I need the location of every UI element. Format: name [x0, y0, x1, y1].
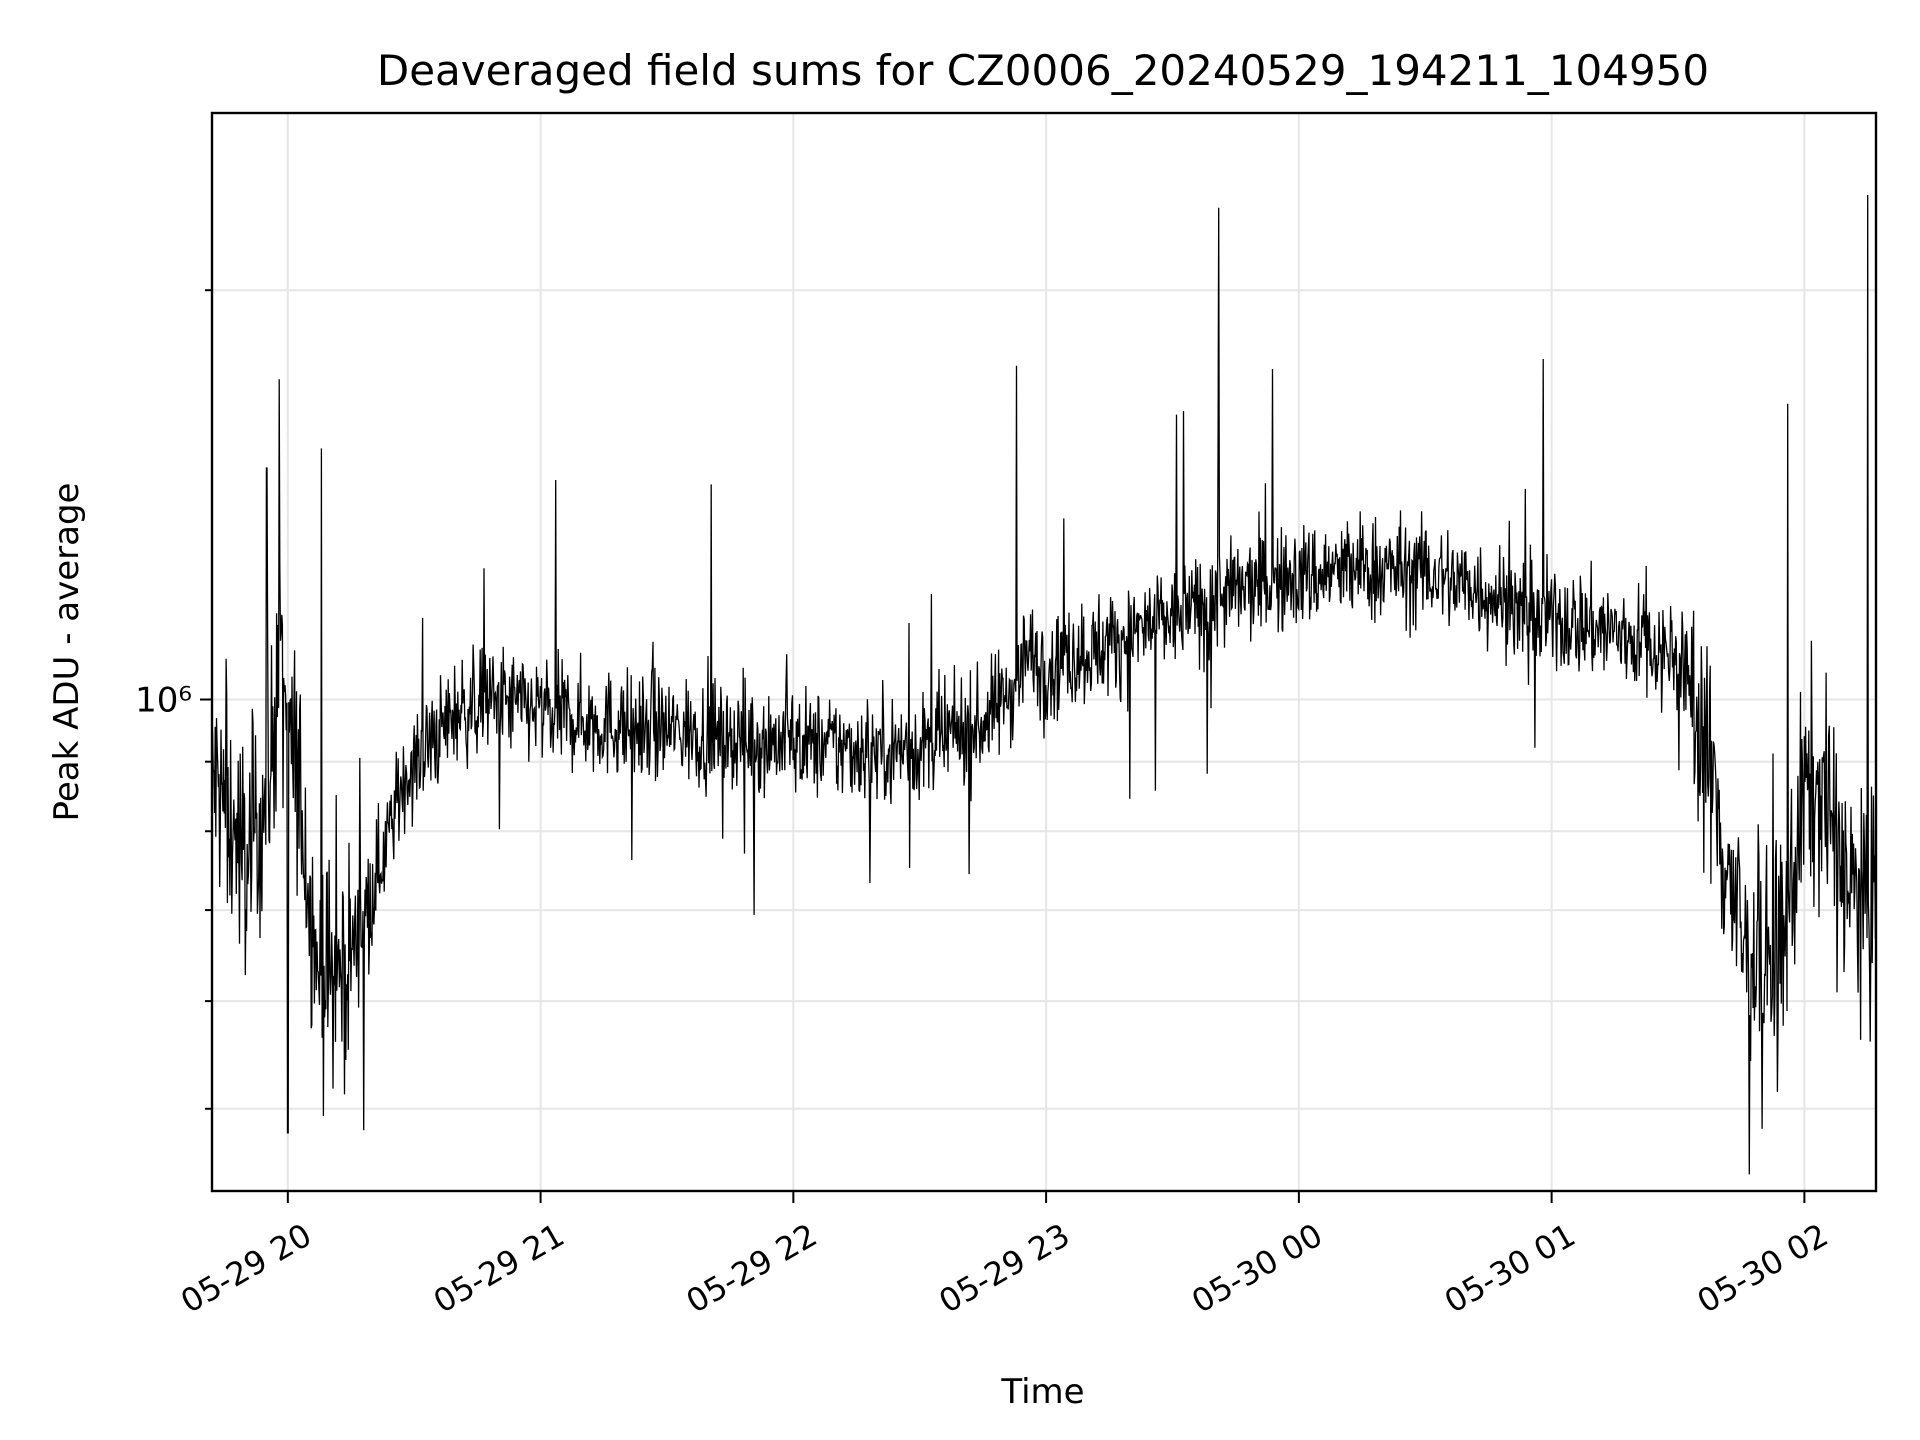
series-line: [211, 194, 1877, 1175]
y-axis-label: Peak ADU - average: [47, 483, 87, 822]
plot-frame: [210, 111, 1878, 1193]
x-tick-label: 05-29 22: [680, 1216, 824, 1321]
x-tick-label: 05-30 02: [1691, 1216, 1835, 1321]
x-tick-label: 05-30 00: [1185, 1216, 1329, 1321]
y-axis-ticks: 10⁶: [135, 289, 212, 1110]
plot-area: [211, 194, 1877, 1175]
y-tick-label: 10⁶: [135, 680, 192, 720]
x-axis-ticks: 05-29 20 05-29 21 05-29 22 05-29 23 05-30 00…: [174, 1191, 1834, 1321]
x-tick-label: 05-29 20: [174, 1216, 318, 1321]
x-axis-label: Time: [1000, 1372, 1084, 1412]
x-tick-label: 05-30 01: [1438, 1216, 1582, 1321]
chart-title: Deaveraged field sums for CZ0006_2024052…: [377, 46, 1709, 95]
x-tick-label: 05-29 23: [933, 1216, 1077, 1321]
x-tick-label: 05-29 21: [427, 1216, 571, 1321]
